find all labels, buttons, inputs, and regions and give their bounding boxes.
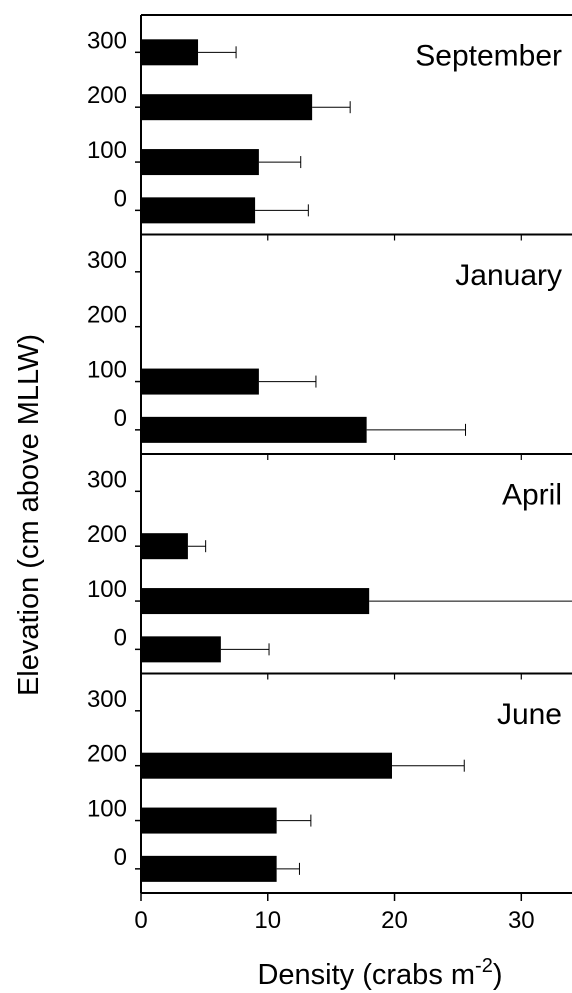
- y-tick-label: 0: [114, 405, 127, 432]
- x-tick-label: 20: [381, 907, 408, 934]
- x-tick-label: 30: [508, 907, 535, 934]
- bar: [141, 752, 392, 779]
- panel-title: January: [455, 259, 562, 292]
- y-tick-label: 300: [87, 27, 127, 54]
- bar: [141, 807, 277, 834]
- y-tick-label: 200: [87, 741, 127, 768]
- panel-june: 0 100 200 300 June: [87, 673, 572, 894]
- panel-april: 0 100 200 300 April: [87, 454, 572, 680]
- bar: [141, 855, 277, 882]
- panel-title: April: [502, 478, 562, 511]
- x-tick-label: 10: [254, 907, 281, 934]
- y-tick-label: 100: [87, 137, 127, 164]
- panel-january: 0 100 200 300 January: [87, 234, 572, 460]
- bar: [141, 368, 259, 395]
- y-tick-label: 0: [114, 624, 127, 651]
- y-tick-label: 0: [114, 185, 127, 212]
- y-tick-label: 100: [87, 357, 127, 384]
- y-axis-label: Elevation (cm above MLLW): [13, 334, 45, 696]
- bar: [141, 533, 188, 560]
- y-tick-label: 200: [87, 521, 127, 548]
- bar: [141, 588, 370, 615]
- panel-title: June: [497, 698, 562, 731]
- panel-title: September: [415, 39, 562, 72]
- x-axis: 0 10 20 30: [134, 893, 535, 934]
- bar: [141, 416, 367, 443]
- x-tick-label: 0: [134, 907, 147, 934]
- y-tick-label: 300: [87, 247, 127, 274]
- chart-panels: 0 100 200 300 September 0 100 200 300 January 0 100…: [87, 14, 572, 894]
- y-tick-label: 300: [87, 686, 127, 713]
- y-tick-label: 100: [87, 576, 127, 603]
- x-axis-label: Density (crabs m-2): [257, 955, 502, 991]
- bar: [141, 197, 256, 224]
- panel-september: 0 100 200 300 September: [87, 14, 572, 241]
- y-tick-label: 100: [87, 796, 127, 823]
- y-tick-label: 200: [87, 82, 127, 109]
- bar: [141, 94, 313, 121]
- bar: [141, 149, 259, 176]
- y-tick-label: 300: [87, 466, 127, 493]
- x-axis-label-superscript: -2: [475, 955, 493, 977]
- bar: [141, 636, 221, 663]
- bar: [141, 39, 199, 66]
- y-tick-label: 200: [87, 302, 127, 329]
- y-tick-label: 0: [114, 844, 127, 871]
